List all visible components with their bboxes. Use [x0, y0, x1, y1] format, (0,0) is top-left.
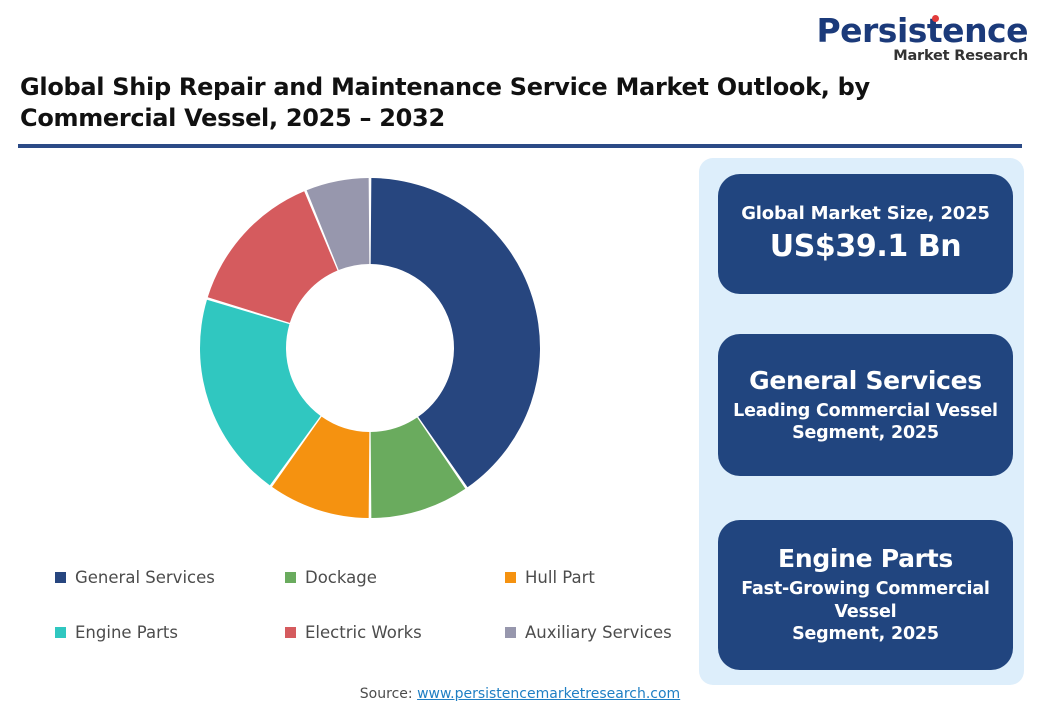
- source-prefix: Source:: [359, 686, 418, 702]
- legend-swatch-auxiliary-services: [505, 627, 516, 638]
- chart-container: [10, 155, 690, 565]
- page-title: Global Ship Repair and Maintenance Servi…: [20, 73, 870, 132]
- legend-item-engine-parts[interactable]: Engine Parts: [55, 623, 285, 642]
- fast-growing-segment-name: Engine Parts: [778, 544, 953, 574]
- stat-card-leading-segment: General Services Leading Commercial Vess…: [718, 334, 1013, 476]
- fast-growing-segment-desc: Fast-Growing Commercial Vessel: [741, 579, 990, 622]
- logo-dot-icon: [932, 15, 939, 22]
- legend-swatch-general-services: [55, 572, 66, 583]
- donut-slices: [200, 178, 540, 518]
- leading-segment-desc: Leading Commercial Vessel: [733, 400, 998, 421]
- legend-label-auxiliary-services: Auxiliary Services: [525, 623, 672, 642]
- donut-slice-dockage[interactable]: [370, 417, 466, 518]
- legend-label-engine-parts: Engine Parts: [75, 623, 178, 642]
- legend-label-electric-works: Electric Works: [305, 623, 422, 642]
- stat-card-market-size: Global Market Size, 2025 US$39.1 Bn: [718, 174, 1013, 294]
- legend-swatch-electric-works: [285, 627, 296, 638]
- chart-legend: General Services Dockage Hull Part Engin…: [55, 550, 695, 660]
- stats-panel: Global Market Size, 2025 US$39.1 Bn Gene…: [699, 158, 1024, 685]
- legend-swatch-engine-parts: [55, 627, 66, 638]
- source-link[interactable]: www.persistencemarketresearch.com: [417, 686, 681, 702]
- donut-slice-engine-parts[interactable]: [200, 299, 321, 486]
- source-footer: Source: www.persistencemarketresearch.co…: [0, 686, 1040, 702]
- market-size-label: Global Market Size, 2025: [741, 203, 990, 225]
- donut-slice-hull-part[interactable]: [272, 416, 370, 518]
- donut-slice-auxiliary-services[interactable]: [306, 178, 370, 271]
- brand-name: Persistence: [816, 11, 1028, 50]
- brand-logo: Persistence Market Research: [814, 14, 1028, 64]
- title-divider: [18, 144, 1022, 148]
- market-size-value: US$39.1 Bn: [769, 228, 962, 264]
- leading-segment-year: Segment, 2025: [792, 423, 939, 443]
- legend-item-dockage[interactable]: Dockage: [285, 568, 505, 587]
- donut-slice-general-services[interactable]: [370, 178, 540, 488]
- legend-swatch-dockage: [285, 572, 296, 583]
- donut-chart-svg: [200, 178, 540, 518]
- donut-slice-electric-works[interactable]: [207, 191, 338, 323]
- stat-card-fast-growing-segment: Engine Parts Fast-Growing Commercial Ves…: [718, 520, 1013, 670]
- brand-tagline: Market Research: [893, 48, 1028, 64]
- legend-label-general-services: General Services: [75, 568, 215, 587]
- donut-chart: [198, 176, 542, 520]
- leading-segment-name: General Services: [749, 365, 982, 395]
- legend-item-general-services[interactable]: General Services: [55, 568, 285, 587]
- legend-label-dockage: Dockage: [305, 568, 377, 587]
- legend-swatch-hull-part: [505, 572, 516, 583]
- legend-item-hull-part[interactable]: Hull Part: [505, 568, 695, 587]
- legend-item-auxiliary-services[interactable]: Auxiliary Services: [505, 623, 695, 642]
- fast-growing-segment-year: Segment, 2025: [792, 624, 939, 645]
- legend-label-hull-part: Hull Part: [525, 568, 595, 587]
- legend-item-electric-works[interactable]: Electric Works: [285, 623, 505, 642]
